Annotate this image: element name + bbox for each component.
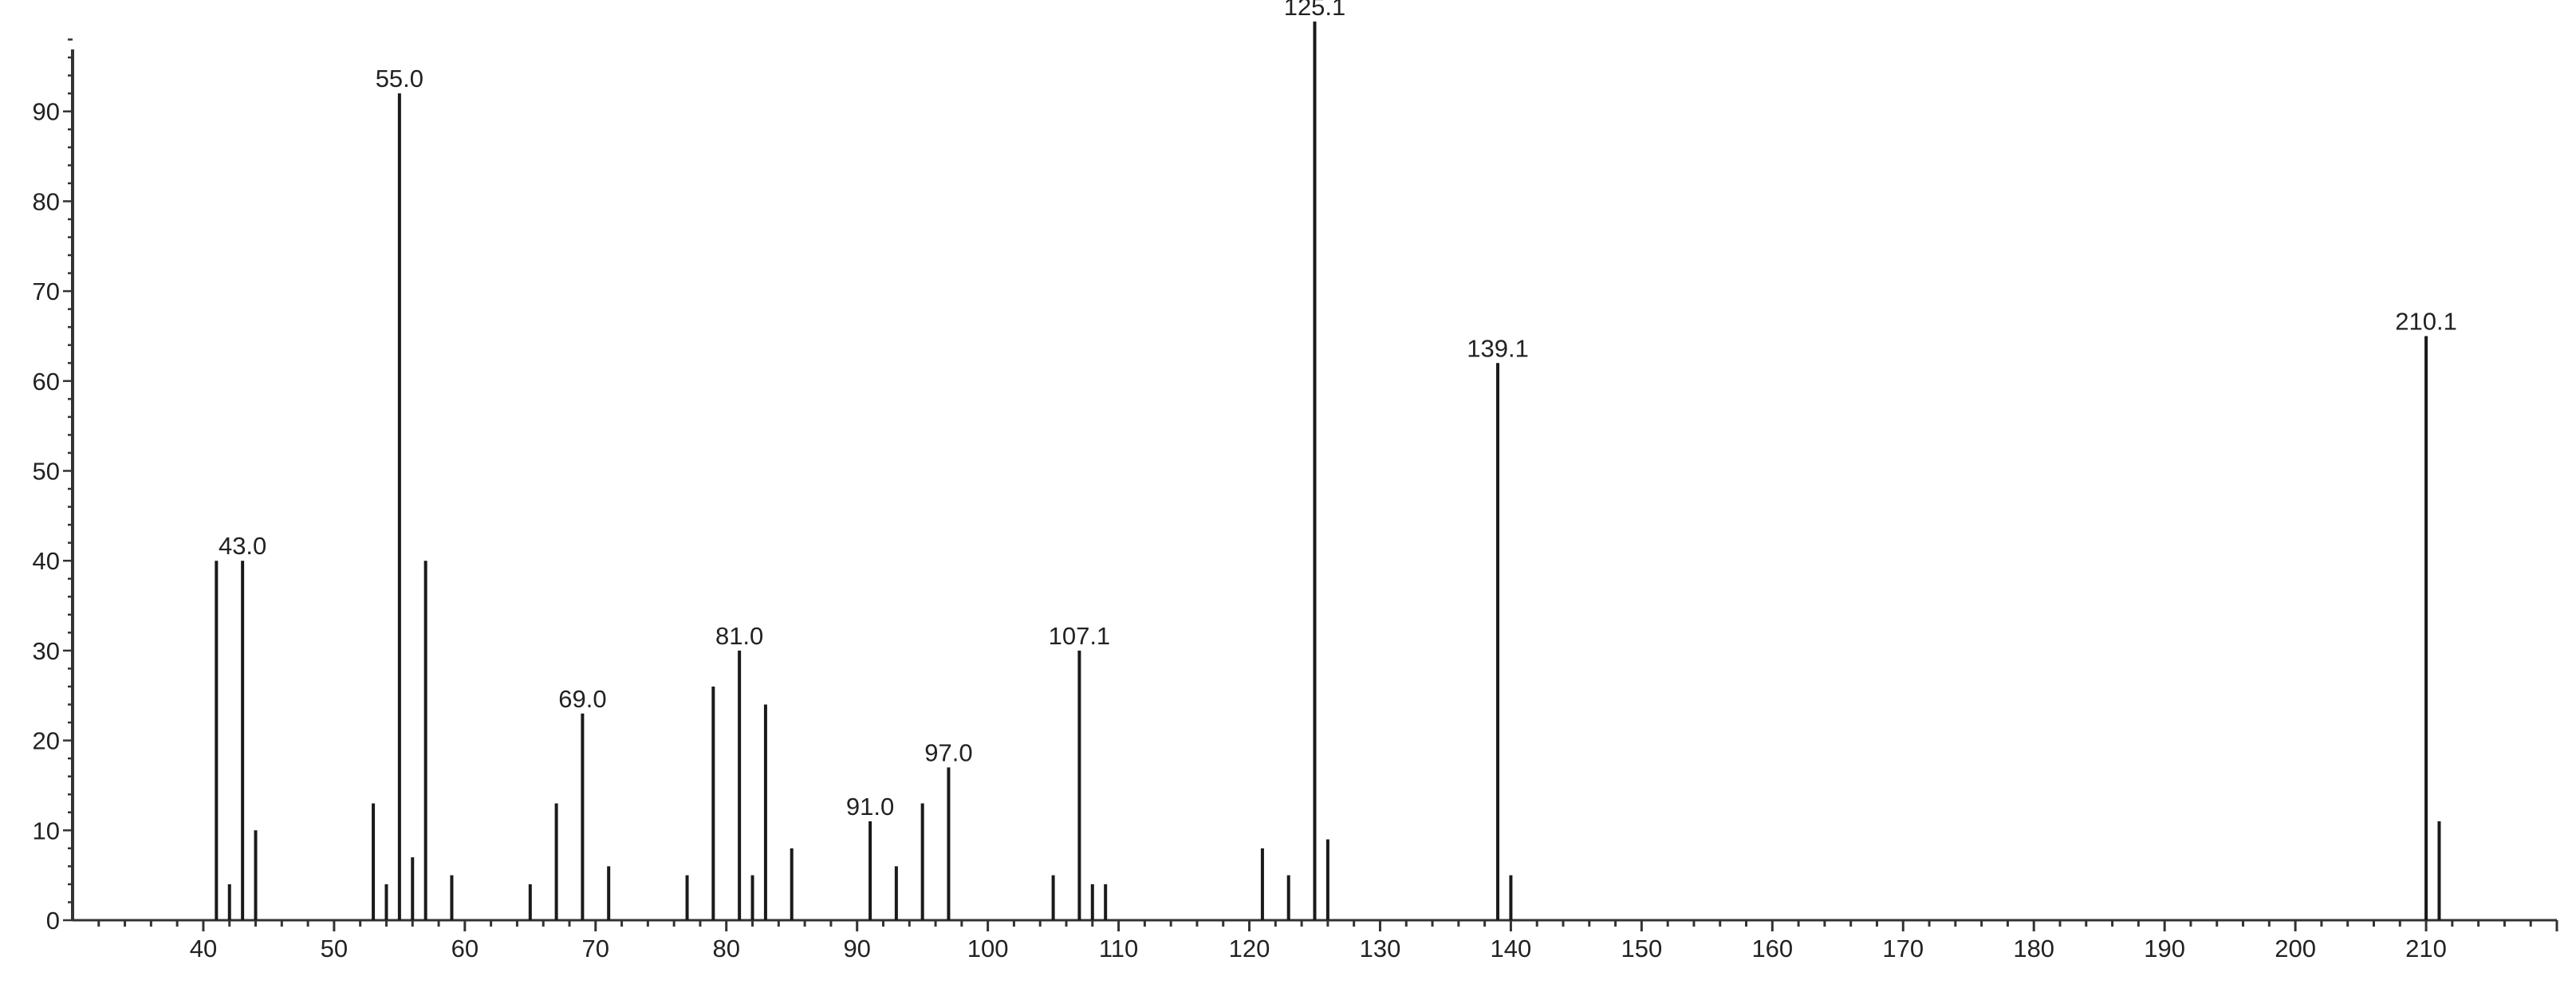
peak-label: 81.0 — [715, 622, 763, 650]
x-tick-label: 210 — [2405, 935, 2447, 962]
peak-label: 125.1 — [1284, 0, 1346, 21]
x-tick-label: 120 — [1229, 935, 1270, 962]
x-tick-label: 70 — [582, 935, 609, 962]
peak-label: 97.0 — [924, 738, 972, 766]
x-tick-label: 40 — [190, 935, 217, 962]
peaks — [215, 22, 2441, 920]
x-tick-label: 140 — [1491, 935, 1532, 962]
x-tick-label: 100 — [967, 935, 1009, 962]
y-tick-label: 40 — [33, 547, 60, 575]
peak-label: 210.1 — [2395, 307, 2457, 335]
y-tick-label: 10 — [33, 817, 60, 844]
x-tick-label: 50 — [321, 935, 348, 962]
axes: 40 50 60 70 80 90 100 110 120 130 140 150 160 170 180 1… — [33, 38, 2558, 962]
peak-label: 139.1 — [1467, 334, 1529, 362]
x-tick-label: 90 — [843, 935, 870, 962]
y-tick-label: 90 — [33, 98, 60, 126]
x-tick-label: 110 — [1099, 935, 1138, 962]
y-tick-label: 70 — [33, 277, 60, 305]
peak-labels: 43.0 55.0 69.0 81.0 91.0 97.0 107.1 125.1 139.1 2… — [219, 0, 2457, 821]
peak-label: 69.0 — [558, 685, 606, 713]
peak-label: 43.0 — [219, 532, 266, 560]
x-tick-label: 60 — [451, 935, 479, 962]
y-tick-label: 20 — [33, 727, 60, 755]
x-tick-label: 180 — [2013, 935, 2054, 962]
x-tick-label: 80 — [712, 935, 739, 962]
peak-label: 55.0 — [376, 65, 423, 92]
y-tick-label: 30 — [33, 637, 60, 665]
x-tick-label: 190 — [2144, 935, 2185, 962]
y-tick-label: 80 — [33, 187, 60, 215]
x-tick-label: 150 — [1621, 935, 1663, 962]
x-tick-label: 130 — [1360, 935, 1401, 962]
peak-label: 107.1 — [1049, 622, 1111, 650]
x-tick-label: 200 — [2275, 935, 2316, 962]
x-tick-label: 170 — [1882, 935, 1924, 962]
y-tick-label: 50 — [33, 458, 60, 486]
y-tick-label: 0 — [46, 907, 60, 935]
x-tick-label: 160 — [1751, 935, 1793, 962]
peak-label: 91.0 — [846, 793, 894, 821]
y-tick-label: 60 — [33, 368, 60, 396]
